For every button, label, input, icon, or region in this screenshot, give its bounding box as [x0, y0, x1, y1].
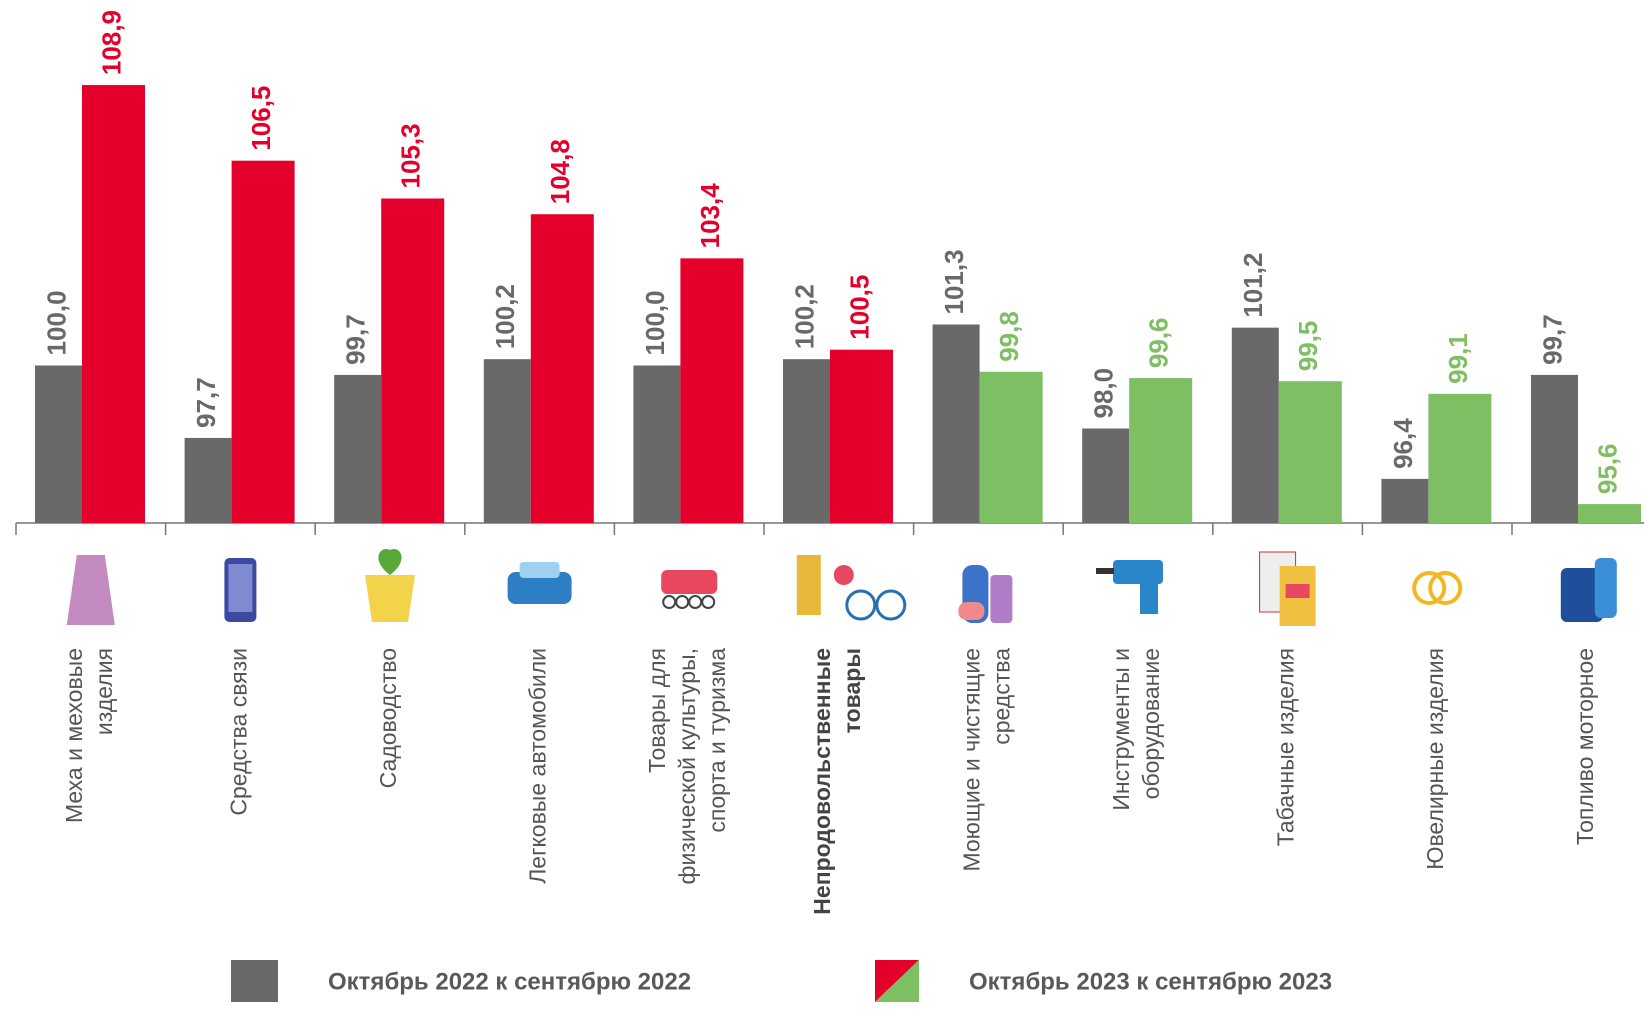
value-label: 100,5 — [844, 275, 874, 340]
icon — [1113, 560, 1163, 584]
value-label: 96,4 — [1388, 418, 1418, 469]
bar — [1428, 393, 1492, 523]
icon — [675, 595, 690, 609]
x-tick-label: Непродовольственные товары — [809, 648, 865, 915]
x-tick-label: Средства связи — [225, 648, 251, 816]
icon — [661, 570, 718, 594]
icon — [701, 595, 716, 609]
icon — [958, 602, 985, 620]
value-label: 99,6 — [1144, 317, 1174, 368]
bar — [830, 349, 893, 523]
x-tick-label: Садоводство — [375, 648, 401, 788]
x-tick-label: Меха и меховые изделия — [61, 648, 117, 823]
bar — [381, 198, 445, 523]
icon — [688, 595, 703, 609]
value-label: 99,7 — [1537, 314, 1567, 365]
value-label: 103,4 — [695, 183, 725, 249]
bar — [530, 214, 594, 523]
bar — [334, 374, 382, 523]
icon — [1096, 568, 1114, 574]
value-label: 100,2 — [490, 284, 520, 349]
x-tick-label: Табачные изделия — [1273, 648, 1299, 846]
value-label: 101,2 — [1238, 253, 1268, 318]
bar — [783, 359, 830, 523]
value-label: 105,3 — [396, 123, 426, 188]
bar — [184, 437, 232, 523]
icon — [519, 562, 560, 578]
value-label: 100,0 — [41, 290, 71, 355]
icon — [1412, 571, 1447, 605]
bar — [1082, 428, 1130, 523]
value-label: 104,8 — [545, 139, 575, 204]
icon — [1560, 568, 1603, 622]
x-tick-label: Товары для физической культуры, спорта и т… — [644, 648, 730, 885]
icon — [796, 555, 821, 615]
icon — [378, 549, 402, 575]
legend-label: Октябрь 2023 к сентябрю 2023 — [969, 968, 1332, 995]
value-label: 106,5 — [246, 86, 276, 151]
x-tick-label: Инструменты и оборудование — [1108, 648, 1164, 811]
value-label: 95,6 — [1592, 443, 1622, 494]
icon — [833, 565, 854, 585]
value-label: 99,1 — [1443, 333, 1473, 384]
icon — [66, 555, 115, 625]
icon — [1140, 582, 1158, 614]
value-label: 100,2 — [789, 284, 819, 349]
bar — [1531, 374, 1578, 523]
bar — [231, 160, 295, 523]
icon — [1428, 571, 1463, 605]
bar — [932, 324, 980, 523]
bar — [633, 365, 681, 523]
bar — [1129, 378, 1193, 523]
value-label: 99,8 — [994, 311, 1024, 362]
icon — [990, 575, 1013, 623]
legend-label: Октябрь 2022 к сентябрю 2022 — [328, 968, 691, 995]
value-label: 108,9 — [96, 10, 126, 75]
value-label: 99,7 — [341, 314, 371, 365]
x-tick-label: Легковые автомобили — [525, 648, 551, 884]
x-tick-label: Ювелирные изделия — [1422, 648, 1448, 870]
legend-swatch — [875, 960, 919, 1002]
icon — [228, 564, 253, 612]
bar — [1578, 504, 1641, 523]
value-label: 97,7 — [191, 377, 221, 428]
bar — [483, 359, 531, 523]
bar — [1278, 381, 1342, 523]
icon — [365, 575, 415, 622]
value-label: 98,0 — [1089, 368, 1119, 419]
bar — [1231, 327, 1279, 523]
icon — [875, 589, 907, 621]
value-label: 101,3 — [939, 249, 969, 314]
icon — [845, 589, 877, 621]
bar — [680, 258, 744, 523]
bar — [979, 371, 1043, 523]
value-label: 100,0 — [640, 290, 670, 355]
icon — [507, 572, 572, 604]
icon — [1285, 584, 1310, 598]
x-tick-label: Топливо моторное — [1572, 648, 1598, 845]
legend-swatch — [231, 960, 278, 1002]
icon — [662, 595, 677, 609]
bar — [82, 85, 145, 524]
x-tick-label: Моющие и чистящие средства — [958, 648, 1014, 872]
bar — [35, 365, 82, 523]
value-label: 99,5 — [1293, 321, 1323, 372]
icon — [1594, 558, 1617, 618]
bar — [1381, 478, 1429, 523]
